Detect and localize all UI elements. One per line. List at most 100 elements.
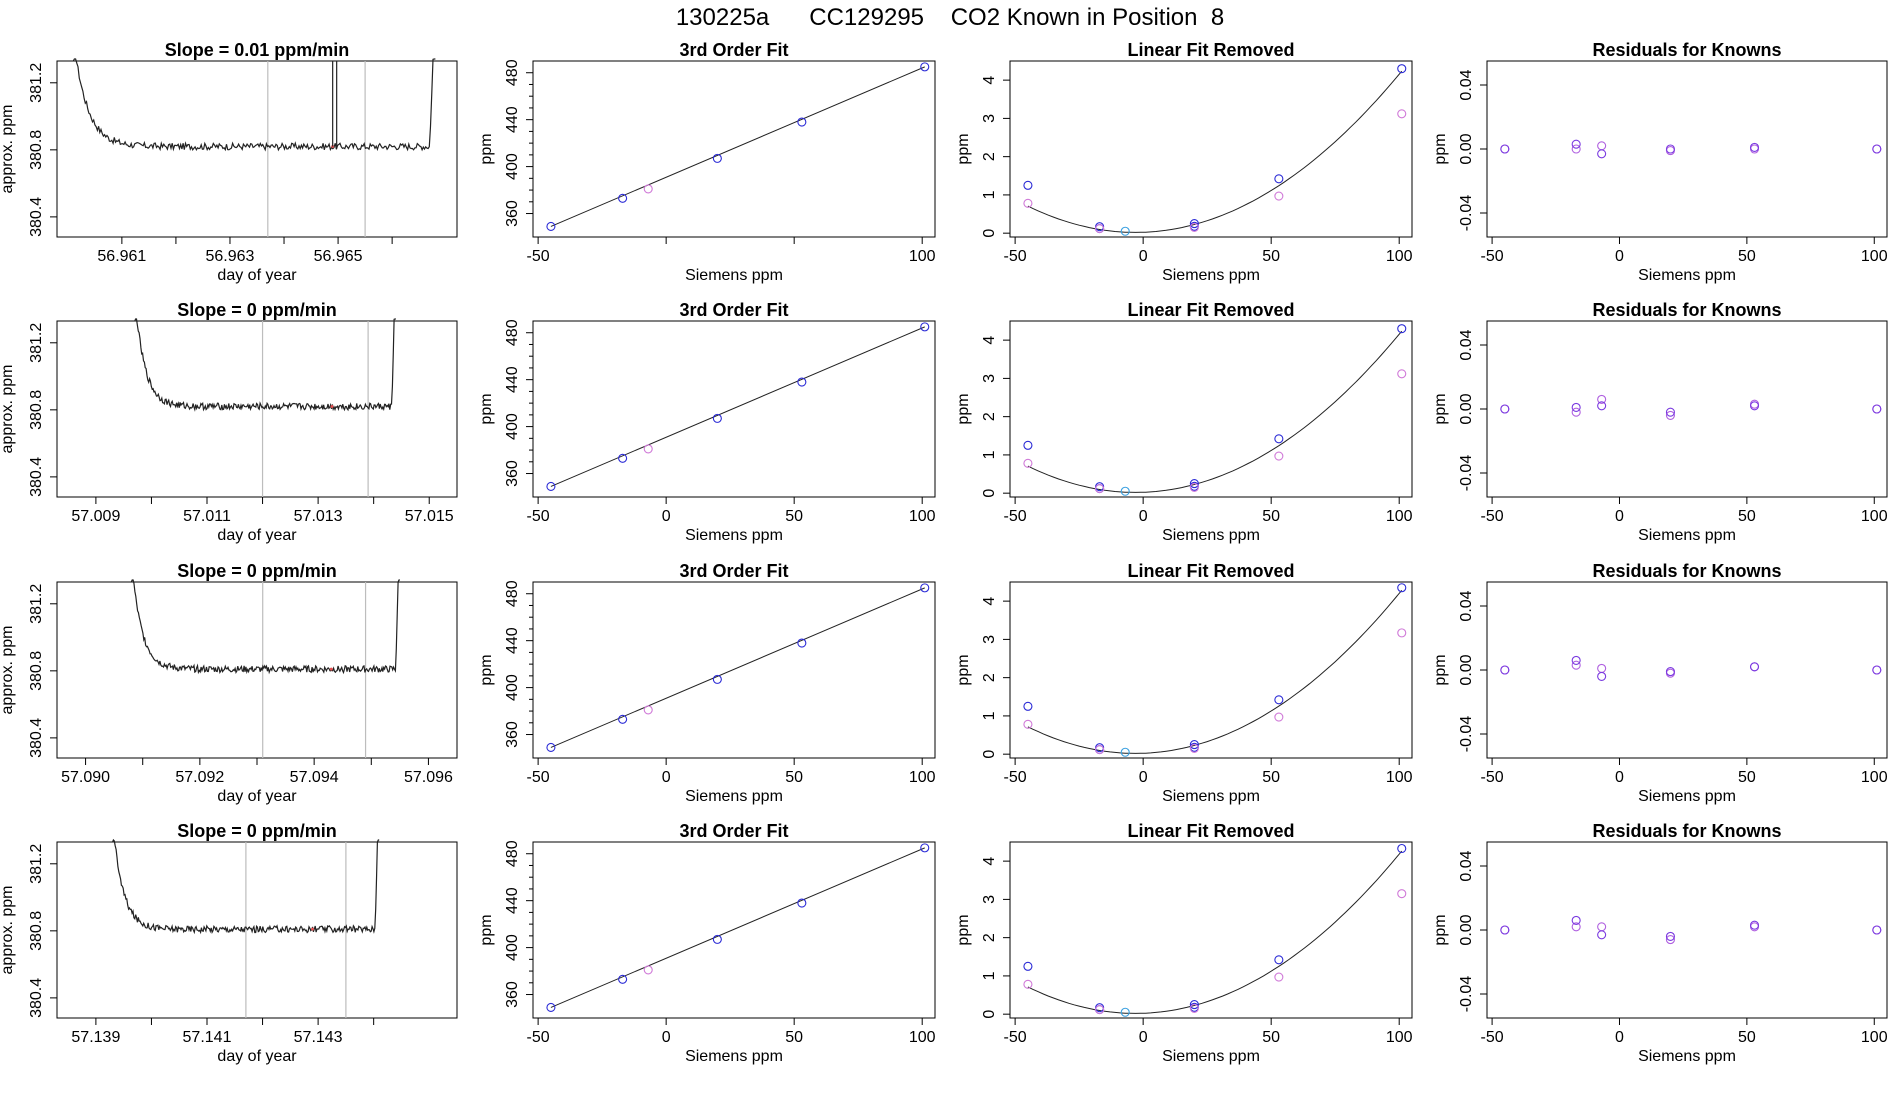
panel-2-3-frame xyxy=(1486,581,1888,759)
panel-3-2-known-point xyxy=(1023,979,1033,989)
panel-1-3-frame xyxy=(1486,320,1888,498)
panel-2-3-resid-a-point xyxy=(1500,665,1510,675)
panel-3-2-ytick-label: 3 xyxy=(981,895,998,904)
panel-0-2-title: Linear Fit Removed xyxy=(1127,40,1294,60)
panel-2-2-frame xyxy=(1009,581,1413,759)
panel-0-3-ytick-label: 0.00 xyxy=(1458,133,1475,164)
panel-1-2-fit-point xyxy=(1397,324,1407,334)
panel-1-1-frame xyxy=(532,320,936,498)
panel-1-0-ytick-label: 380.8 xyxy=(28,390,45,430)
panel-1-0-ytick-label: 381.2 xyxy=(28,323,45,363)
panel-0-2-known-point xyxy=(1095,224,1105,234)
panel-3-3-xtick-label: -50 xyxy=(1481,1029,1504,1046)
panel-1-2-xtick-label: 100 xyxy=(1386,508,1413,525)
panel-0-1-title: 3rd Order Fit xyxy=(679,40,788,60)
panel-2-3-xtick-label: 100 xyxy=(1861,769,1888,786)
panel-1-0-xtick-label: 57.011 xyxy=(183,508,231,525)
panel-3-1-fit-point xyxy=(920,843,930,853)
panel-0-3-ytick-label: -0.04 xyxy=(1458,195,1475,232)
panel-0-3-resid-a-point xyxy=(1749,142,1760,152)
panel-2-3-xtick-label: 50 xyxy=(1738,769,1756,786)
panel-3-1-ytick-label: 440 xyxy=(504,887,521,914)
panel-2-1-ytick-label: 400 xyxy=(504,674,521,701)
panel-2-0-xtick-label: 57.094 xyxy=(290,769,339,786)
panel-2-2-ylabel: ppm xyxy=(955,654,972,685)
panel-0-3-resid-a-point xyxy=(1597,149,1607,159)
panel-3-2-ytick-label: 1 xyxy=(981,971,998,980)
panel-1-1-ylabel: ppm xyxy=(478,393,495,424)
panel-1-1-ytick-label: 480 xyxy=(504,319,521,346)
panel-3-0-trace xyxy=(112,838,380,935)
panel-1-2-ytick-label: 0 xyxy=(981,489,998,498)
panel-3-3-resid-b-point xyxy=(1571,922,1581,932)
panel-0-3-xlabel: Siemens ppm xyxy=(1638,267,1736,284)
panel-0-0-title: Slope = 0.01 ppm/min xyxy=(165,40,350,60)
panel-1-3-resid-b-point xyxy=(1571,407,1581,417)
panel-1-2-fit-point xyxy=(1274,434,1284,444)
panel-0-3-frame xyxy=(1486,60,1888,238)
panel-1-2-frame xyxy=(1009,320,1413,498)
panel-3-3-ylabel: ppm xyxy=(1432,914,1449,945)
panel-0-2-known-point xyxy=(1189,222,1199,232)
panel-0-3-xtick-label: 100 xyxy=(1861,248,1888,265)
panel-2-1-title: 3rd Order Fit xyxy=(679,561,788,581)
panel-3-1-title: 3rd Order Fit xyxy=(679,821,788,841)
panel-2-1-xtick-label: 100 xyxy=(909,769,936,786)
panel-0-2-ytick-label: 0 xyxy=(981,229,998,238)
panel-3-3-xtick-label: 100 xyxy=(1861,1029,1888,1046)
panel-2-1-fit-point xyxy=(920,583,930,593)
panel-3-3-resid-a-point xyxy=(1500,925,1510,935)
panel-1-2-known-point xyxy=(1397,369,1407,379)
panel-2-2-fit-point xyxy=(1397,583,1407,593)
panel-2-2-xlabel: Siemens ppm xyxy=(1162,788,1260,805)
panel-2-3-ytick-label: 0.00 xyxy=(1458,654,1475,685)
panel-0-1-xtick-label: 100 xyxy=(909,248,936,265)
panel-1-3-xtick-label: 100 xyxy=(1861,508,1888,525)
panel-3-3-ytick-label: -0.04 xyxy=(1458,976,1475,1013)
panel-0-3-ytick-label: 0.04 xyxy=(1458,69,1475,100)
panel-1-3-resid-a-point xyxy=(1500,404,1510,414)
panel-1-0-ytick-label: 380.4 xyxy=(28,457,45,497)
panel-2-1-xtick-label: -50 xyxy=(527,769,550,786)
panel-2-3-resid-b-point xyxy=(1571,660,1581,670)
panel-0-0-ytick-label: 381.2 xyxy=(28,63,45,103)
panel-3-2-fit-point xyxy=(1120,1007,1130,1017)
panel-0-3-resid-a-point xyxy=(1872,144,1882,154)
panel-0-1-fit-point xyxy=(712,153,722,163)
panel-1-0-trace xyxy=(134,318,396,412)
panel-0-3-resid-b-point xyxy=(1571,144,1581,154)
panel-2-2-ytick-label: 1 xyxy=(981,711,998,720)
panel-0-0-frame xyxy=(56,60,458,238)
panel-2-0-xlabel: day of year xyxy=(217,788,297,805)
panel-2-3-resid-a-point xyxy=(1665,667,1675,677)
panel-3-3-title: Residuals for Knowns xyxy=(1592,821,1781,841)
panel-3-3-resid-a-point xyxy=(1665,931,1675,941)
panel-3-3-ytick-label: 0.00 xyxy=(1458,914,1475,945)
panel-1-2-ytick-label: 2 xyxy=(981,412,998,421)
panel-2-3-resid-a-point xyxy=(1571,655,1581,665)
panel-2-2-ytick-label: 2 xyxy=(981,673,998,682)
panel-2-2-fit-point xyxy=(1189,740,1199,750)
panel-2-0-ytick-label: 380.4 xyxy=(28,718,45,758)
panel-2-0-ylabel: approx. ppm xyxy=(0,626,16,715)
panel-1-1-xtick-label: 50 xyxy=(785,508,803,525)
panel-3-1-fit-point xyxy=(618,974,628,984)
panel-0-2-xtick-label: 100 xyxy=(1386,248,1413,265)
panel-2-2-ytick-label: 3 xyxy=(981,635,998,644)
panel-0-0-ytick-label: 380.4 xyxy=(28,197,45,237)
panel-1-1-fit-point xyxy=(920,322,930,332)
panel-3-1-known-point xyxy=(643,965,653,975)
panel-1-2-fit-point xyxy=(1120,486,1130,496)
panel-0-2-ytick-label: 1 xyxy=(981,190,998,199)
panel-3-2-ylabel: ppm xyxy=(955,914,972,945)
panel-0-1-known-point xyxy=(643,184,653,194)
panel-3-3-xtick-label: 0 xyxy=(1615,1029,1624,1046)
panel-3-3-xlabel: Siemens ppm xyxy=(1638,1048,1736,1065)
panel-1-3-resid-a-point xyxy=(1571,402,1581,412)
panel-1-0-xlabel: day of year xyxy=(217,527,297,544)
panel-3-0-frame xyxy=(56,841,458,1019)
panel-1-2-known-point xyxy=(1023,458,1033,468)
panel-1-1-title: 3rd Order Fit xyxy=(679,300,788,320)
panel-0-0-xtick-label: 56.965 xyxy=(314,248,363,265)
